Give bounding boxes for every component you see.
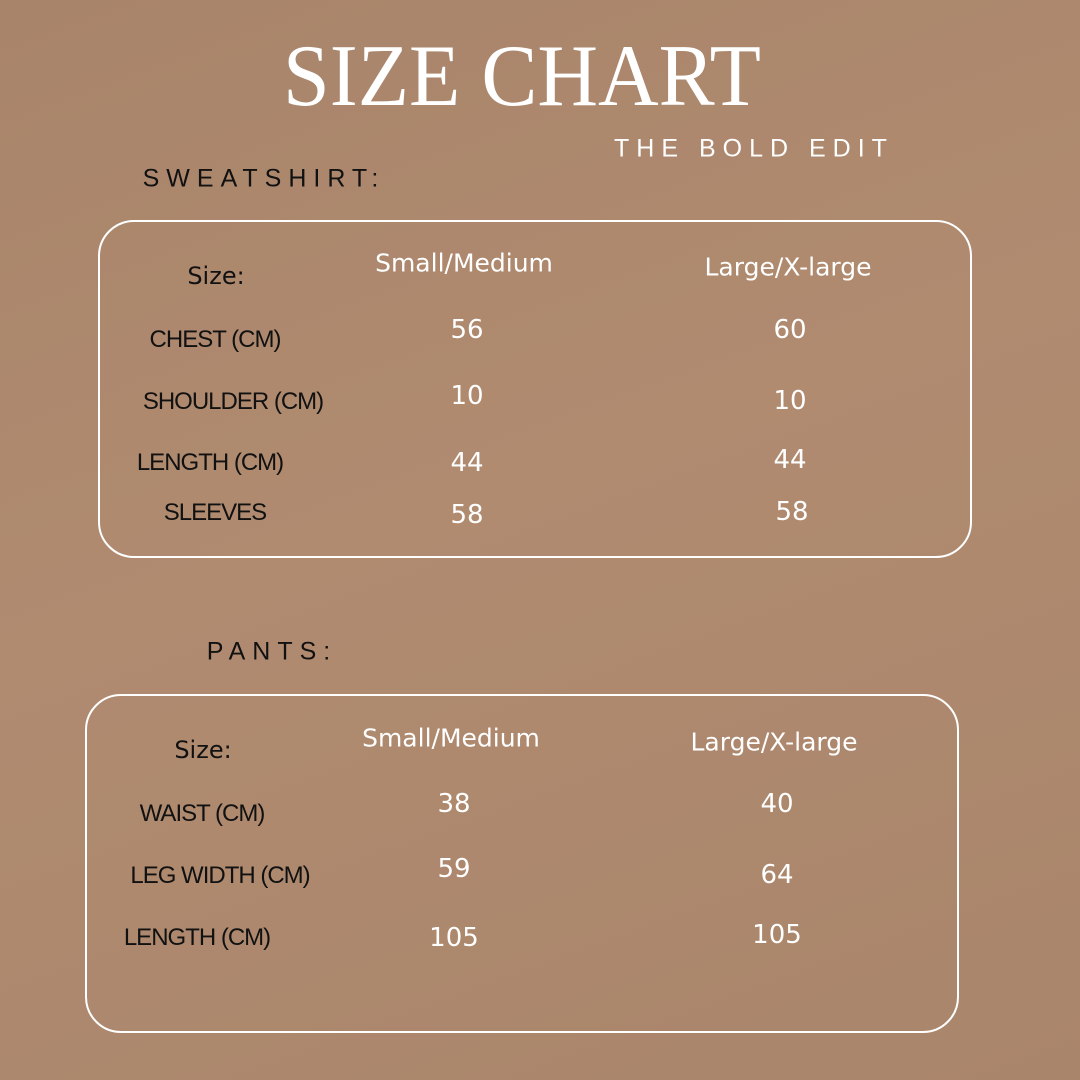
cell-value: 40 — [760, 789, 794, 819]
row-label: CHEST (CM) — [149, 326, 282, 353]
column-header: Small/Medium — [375, 248, 553, 278]
cell-value: 58 — [775, 497, 809, 527]
column-header: Large/X-large — [690, 727, 858, 757]
row-label: LEG WIDTH (CM) — [130, 862, 310, 889]
row-label: SLEEVES — [163, 499, 267, 526]
cell-value: 44 — [450, 448, 484, 478]
page-title: SIZE CHART — [283, 27, 761, 125]
row-label: SHOULDER (CM) — [142, 388, 324, 415]
column-header: Small/Medium — [362, 723, 540, 753]
sweatshirt-heading: SWEATSHIRT: — [142, 164, 386, 193]
cell-value: 60 — [773, 315, 807, 345]
size-label: Size: — [187, 262, 245, 290]
cell-value: 56 — [450, 315, 484, 345]
cell-value: 10 — [773, 386, 807, 416]
column-header: Large/X-large — [704, 252, 872, 282]
row-label: WAIST (CM) — [139, 800, 266, 827]
cell-value: 10 — [450, 381, 484, 411]
row-label: LENGTH (CM) — [123, 924, 271, 951]
cell-value: 38 — [437, 789, 471, 819]
size-label: Size: — [174, 736, 232, 764]
row-label: LENGTH (CM) — [136, 449, 284, 476]
brand-subtitle: THE BOLD EDIT — [614, 134, 894, 163]
pants-heading: PANTS: — [206, 637, 338, 666]
cell-value: 59 — [437, 854, 471, 884]
sweatshirt-table — [98, 220, 972, 558]
pants-table — [85, 694, 959, 1033]
cell-value: 105 — [752, 920, 802, 950]
cell-value: 105 — [429, 923, 479, 953]
cell-value: 64 — [760, 860, 794, 890]
cell-value: 58 — [450, 500, 484, 530]
cell-value: 44 — [773, 445, 807, 475]
